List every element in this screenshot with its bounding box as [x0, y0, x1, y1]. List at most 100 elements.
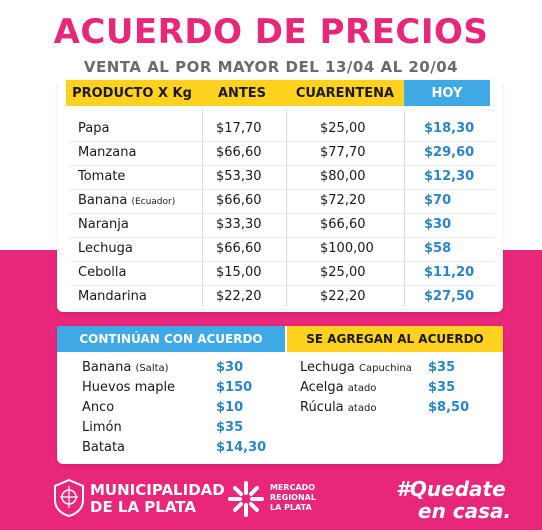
product-name: Mandarina — [78, 289, 147, 305]
col-header-antes: ANTES — [198, 80, 286, 106]
agregan-item-name: Lechuga Capuchina — [300, 360, 412, 377]
col-header-cuarentena: CUARENTENA — [286, 80, 404, 106]
row-divider — [70, 189, 494, 190]
item-note: atado — [347, 403, 377, 414]
hashtag-line1: #Quedate — [396, 477, 506, 501]
item-label: Acelga — [300, 380, 344, 395]
price-antes: $33,30 — [216, 217, 262, 232]
item-label: Huevos maple — [82, 380, 176, 395]
mercado-line2: REGIONAL — [270, 493, 316, 502]
mercado-line1: MERCADO — [270, 483, 316, 492]
product-name: Tomate — [78, 169, 125, 185]
price-table-card — [57, 80, 503, 312]
continuan-item-name: Batata — [82, 440, 125, 456]
continuan-item-price: $14,30 — [216, 440, 267, 455]
item-note: Capuchina — [359, 363, 412, 374]
price-antes: $66,60 — [216, 145, 262, 160]
product-label: Manzana — [78, 145, 137, 160]
price-cuarentena: $66,60 — [320, 217, 366, 232]
item-label: Anco — [82, 400, 115, 415]
row-divider — [70, 165, 494, 166]
item-label: Batata — [82, 440, 126, 455]
price-antes: $15,00 — [216, 265, 262, 280]
price-cuarentena: $22,20 — [320, 289, 366, 304]
quedate-en-casa-hashtag: #Quedate en casa. — [396, 478, 511, 522]
poster-subtitle: VENTA AL POR MAYOR DEL 13/04 AL 20/04 — [83, 58, 459, 76]
la-plata-shield-icon — [54, 478, 84, 518]
price-hoy: $70 — [424, 193, 452, 208]
continuan-header: CONTINÚAN CON ACUERDO — [57, 326, 285, 352]
product-label: Mandarina — [78, 289, 147, 304]
product-name: Cebolla — [78, 265, 126, 281]
row-divider — [70, 309, 494, 310]
product-label: Papa — [78, 121, 110, 136]
price-hoy: $18,30 — [424, 121, 475, 136]
price-antes: $53,30 — [216, 169, 262, 184]
price-cuarentena: $25,00 — [320, 265, 366, 280]
price-hoy: $11,20 — [424, 265, 475, 280]
price-cuarentena: $72,20 — [320, 193, 366, 208]
product-note: (Ecuador) — [131, 197, 176, 207]
product-name: Papa — [78, 121, 109, 137]
row-divider — [70, 213, 494, 214]
item-note: (Salta) — [135, 363, 169, 374]
price-hoy: $27,50 — [424, 289, 475, 304]
product-label: Banana — [78, 193, 128, 208]
continuan-item-price: $30 — [216, 360, 244, 375]
agregan-item-name: Rúcula atado — [300, 400, 376, 417]
product-label: Naranja — [78, 217, 129, 232]
item-label: Banana — [82, 360, 132, 375]
continuan-item-name: Huevos maple — [82, 380, 175, 396]
municipalidad-line2: DE LA PLATA — [90, 498, 196, 516]
price-hoy: $12,30 — [424, 169, 475, 184]
product-name: Banana (Ecuador) — [78, 193, 175, 210]
product-name: Manzana — [78, 145, 136, 161]
row-divider — [70, 285, 494, 286]
item-note: atado — [347, 383, 377, 394]
agregan-header: SE AGREGAN AL ACUERDO — [287, 326, 503, 352]
column-divider — [286, 110, 287, 306]
product-name: Naranja — [78, 217, 129, 233]
price-cuarentena: $80,00 — [320, 169, 366, 184]
price-hoy: $58 — [424, 241, 452, 256]
price-cuarentena: $77,70 — [320, 145, 366, 160]
column-divider — [202, 110, 203, 306]
column-divider — [404, 110, 405, 306]
mercado-star-icon — [228, 481, 264, 517]
item-label: Lechuga — [300, 360, 355, 375]
poster-title: ACUERDO DE PRECIOS — [53, 12, 489, 52]
product-name: Lechuga — [78, 241, 133, 257]
agregan-item-name: Acelga atado — [300, 380, 376, 397]
price-hoy: $30 — [424, 217, 452, 232]
continuan-item-price: $150 — [216, 380, 253, 395]
continuan-item-price: $10 — [216, 400, 244, 415]
municipalidad-logo-text: MUNICIPALIDAD DE LA PLATA — [90, 482, 225, 516]
product-label: Tomate — [78, 169, 126, 184]
product-label: Lechuga — [78, 241, 133, 256]
col-header-hoy: HOY — [404, 80, 490, 106]
agregan-item-price: $35 — [428, 360, 456, 375]
row-divider — [70, 141, 494, 142]
continuan-item-price: $35 — [216, 420, 244, 435]
agregan-item-price: $8,50 — [428, 400, 470, 415]
price-antes: $66,60 — [216, 241, 262, 256]
mercado-logo-text: MERCADO REGIONAL LA PLATA — [270, 483, 316, 513]
mercado-line3: LA PLATA — [270, 503, 312, 512]
price-cuarentena: $100,00 — [320, 241, 374, 256]
row-divider — [70, 237, 494, 238]
price-antes: $17,70 — [216, 121, 262, 136]
continuan-item-name: Anco — [82, 400, 114, 416]
price-cuarentena: $25,00 — [320, 121, 366, 136]
item-label: Limón — [82, 420, 122, 435]
price-antes: $66,60 — [216, 193, 262, 208]
hashtag-line2: en casa. — [418, 499, 512, 523]
continuan-item-name: Limón — [82, 420, 122, 436]
agregan-item-price: $35 — [428, 380, 456, 395]
row-divider — [70, 261, 494, 262]
product-label: Cebolla — [78, 265, 127, 280]
col-header-producto: PRODUCTO X Kg — [66, 80, 198, 106]
price-antes: $22,20 — [216, 289, 262, 304]
continuan-item-name: Banana (Salta) — [82, 360, 169, 377]
item-label: Rúcula — [300, 400, 344, 415]
price-hoy: $29,60 — [424, 145, 475, 160]
